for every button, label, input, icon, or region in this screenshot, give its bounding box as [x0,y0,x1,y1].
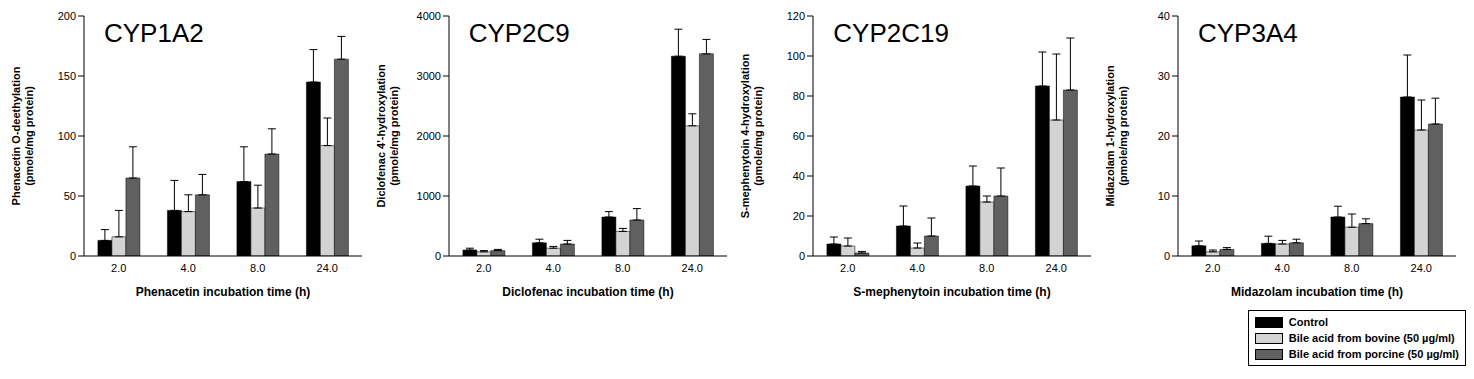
svg-text:Diclofenac incubation time (h): Diclofenac incubation time (h) [502,285,673,299]
svg-text:0: 0 [435,250,441,262]
svg-text:S-mephenytoin incubation time: S-mephenytoin incubation time (h) [854,285,1051,299]
html-text:Control: Control [1288,316,1328,328]
svg-text:50: 50 [64,190,76,202]
svg-text:40: 40 [793,170,805,182]
svg-text:2.0: 2.0 [1205,262,1220,274]
svg-text:30: 30 [1158,70,1170,82]
html-text:CYP2C19: CYP2C19 [833,18,949,48]
html-text:Bile acid from porcine (50 µg/: Bile acid from porcine (50 µg/ml) [1288,348,1459,360]
svg-text:3000: 3000 [416,70,440,82]
svg-text:4.0: 4.0 [910,262,925,274]
svg-text:8.0: 8.0 [979,262,994,274]
svg-text:24.0: 24.0 [317,262,338,274]
svg-text:2000: 2000 [416,130,440,142]
svg-text:8.0: 8.0 [1344,262,1359,274]
svg-text:2.0: 2.0 [111,262,126,274]
html-text:CYP1A2: CYP1A2 [104,18,204,48]
svg-text:4.0: 4.0 [545,262,560,274]
svg-text:120: 120 [787,10,805,22]
svg-text:4.0: 4.0 [1275,262,1290,274]
svg-text:Phenacetin incubation time (h): Phenacetin incubation time (h) [136,285,311,299]
svg-text:0: 0 [70,250,76,262]
svg-text:8.0: 8.0 [250,262,265,274]
svg-text:20: 20 [793,210,805,222]
html-text:Bile acid from bovine (50 µg/m: Bile acid from bovine (50 µg/ml) [1288,332,1455,344]
svg-text:4000: 4000 [416,10,440,22]
svg-text:80: 80 [793,90,805,102]
svg-text:20: 20 [1158,130,1170,142]
svg-text:0: 0 [799,250,805,262]
svg-text:4.0: 4.0 [181,262,196,274]
svg-text:24.0: 24.0 [1411,262,1432,274]
svg-text:Phenacetin O-deethylation(pmol: Phenacetin O-deethylation(pmole/mg prote… [10,66,35,205]
svg-text:60: 60 [793,130,805,142]
html-text:CYP3A4: CYP3A4 [1198,18,1298,48]
svg-text:1000: 1000 [416,190,440,202]
svg-text:150: 150 [58,70,76,82]
html-text:CYP2C9: CYP2C9 [468,18,570,48]
svg-text:100: 100 [787,50,805,62]
svg-text:2.0: 2.0 [476,262,491,274]
svg-text:Midazolam incubation time (h): Midazolam incubation time (h) [1231,285,1403,299]
svg-text:24.0: 24.0 [1046,262,1067,274]
svg-text:200: 200 [58,10,76,22]
svg-text:Diclofenac 4'-hydroxylation(pm: Diclofenac 4'-hydroxylation(pmole/mg pro… [375,64,400,207]
svg-text:0: 0 [1164,250,1170,262]
svg-text:S-mephenytoin 4-hydroxylation(: S-mephenytoin 4-hydroxylation(pmole/mg p… [739,54,764,219]
svg-text:24.0: 24.0 [681,262,702,274]
svg-text:8.0: 8.0 [615,262,630,274]
svg-text:100: 100 [58,130,76,142]
svg-text:40: 40 [1158,10,1170,22]
svg-text:2.0: 2.0 [840,262,855,274]
svg-text:10: 10 [1158,190,1170,202]
svg-text:Midazolam 1-hydroxylation(pmol: Midazolam 1-hydroxylation(pmole/mg prote… [1104,65,1129,206]
